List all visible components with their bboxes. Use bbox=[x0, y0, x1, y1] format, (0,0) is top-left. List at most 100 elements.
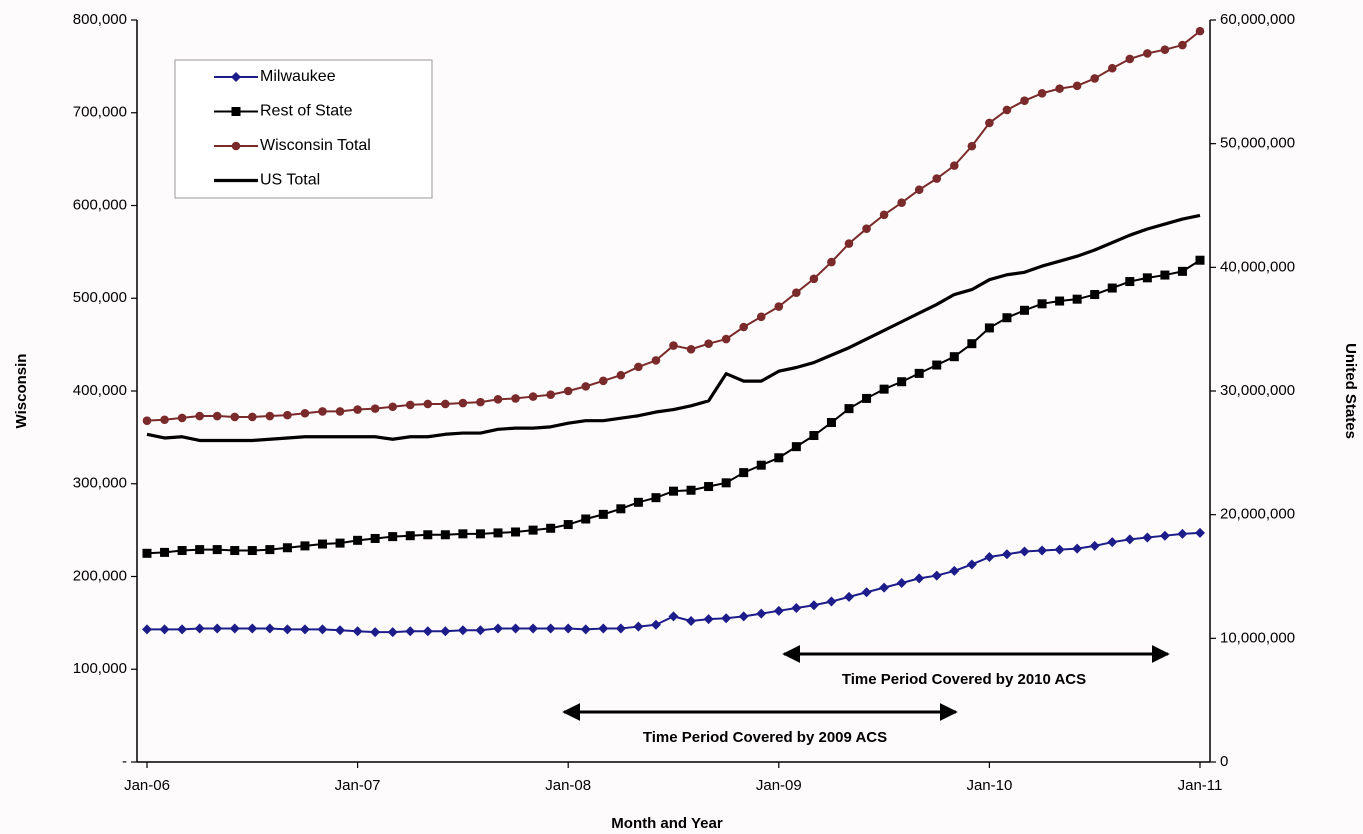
legend-box bbox=[174, 59, 433, 199]
series-line bbox=[146, 213, 1201, 443]
point bbox=[844, 404, 854, 414]
point bbox=[212, 545, 222, 555]
point bbox=[792, 288, 801, 297]
point bbox=[985, 118, 994, 128]
point bbox=[265, 411, 275, 421]
point bbox=[1177, 266, 1187, 276]
point bbox=[668, 611, 679, 622]
point bbox=[1142, 532, 1153, 543]
point bbox=[528, 525, 538, 535]
legend-label: US Total bbox=[260, 172, 320, 189]
point bbox=[844, 239, 854, 248]
point bbox=[1037, 299, 1047, 309]
point bbox=[335, 538, 345, 548]
point bbox=[1159, 530, 1170, 541]
point bbox=[405, 400, 415, 410]
point bbox=[265, 545, 275, 555]
y2-tick-label: 30,000,000 bbox=[1220, 382, 1295, 399]
point bbox=[686, 616, 697, 627]
point bbox=[440, 530, 450, 540]
point bbox=[247, 546, 257, 556]
point bbox=[1001, 549, 1012, 560]
point bbox=[773, 605, 784, 616]
point bbox=[599, 376, 608, 386]
point bbox=[318, 539, 327, 549]
legend-label: Wisconsin Total bbox=[260, 137, 371, 154]
point bbox=[546, 390, 555, 400]
point bbox=[423, 399, 433, 409]
point bbox=[546, 523, 556, 533]
point bbox=[738, 611, 749, 622]
point bbox=[195, 411, 204, 421]
point bbox=[1089, 540, 1100, 551]
point bbox=[247, 623, 258, 634]
point bbox=[493, 528, 503, 538]
y-tick-label: 400,000 bbox=[73, 382, 127, 399]
legend-label: Rest of State bbox=[260, 103, 353, 120]
point bbox=[808, 600, 819, 611]
point bbox=[563, 386, 573, 396]
point bbox=[774, 302, 784, 311]
point bbox=[826, 596, 837, 607]
point bbox=[861, 587, 872, 598]
point bbox=[809, 274, 819, 284]
point bbox=[633, 621, 644, 632]
y-tick-label: 600,000 bbox=[73, 196, 127, 213]
point bbox=[370, 404, 380, 413]
point bbox=[879, 582, 890, 593]
point bbox=[142, 548, 152, 558]
point bbox=[879, 384, 889, 394]
point bbox=[1072, 543, 1083, 554]
point bbox=[651, 493, 661, 503]
point bbox=[669, 486, 678, 496]
point bbox=[897, 198, 906, 208]
point bbox=[299, 624, 310, 635]
point bbox=[616, 370, 626, 380]
point bbox=[1125, 277, 1135, 287]
point bbox=[160, 547, 170, 557]
y-tick-label: 100,000 bbox=[73, 660, 127, 677]
point bbox=[405, 626, 416, 637]
x-tick-label: Jan-07 bbox=[335, 777, 381, 794]
point bbox=[563, 623, 574, 634]
point bbox=[651, 356, 661, 365]
point bbox=[949, 565, 960, 576]
point bbox=[422, 626, 433, 637]
point bbox=[756, 460, 766, 470]
point bbox=[264, 623, 275, 634]
point bbox=[1037, 545, 1048, 556]
point bbox=[932, 174, 942, 183]
point bbox=[1107, 63, 1117, 73]
point bbox=[1178, 40, 1187, 50]
point bbox=[353, 405, 362, 414]
y-tick-label: 700,000 bbox=[73, 104, 127, 121]
point bbox=[1143, 49, 1152, 58]
y2-tick-label: 10,000,000 bbox=[1220, 629, 1295, 646]
point bbox=[230, 412, 240, 422]
point bbox=[528, 623, 539, 634]
point bbox=[686, 485, 696, 495]
point bbox=[1072, 81, 1082, 91]
point bbox=[1054, 544, 1065, 555]
point bbox=[615, 623, 626, 634]
x-tick-label: Jan-09 bbox=[756, 777, 802, 794]
point bbox=[177, 413, 187, 423]
point bbox=[388, 532, 398, 542]
point bbox=[1090, 74, 1099, 83]
point bbox=[457, 625, 468, 636]
point bbox=[949, 352, 959, 362]
point bbox=[704, 482, 714, 492]
point bbox=[581, 382, 591, 391]
point bbox=[931, 570, 942, 581]
point bbox=[791, 603, 802, 614]
point bbox=[703, 614, 714, 625]
point bbox=[229, 623, 240, 634]
point bbox=[1002, 105, 1012, 115]
y2-tick-label: 20,000,000 bbox=[1220, 506, 1295, 523]
point bbox=[914, 368, 924, 378]
point bbox=[739, 322, 748, 332]
point bbox=[248, 412, 257, 422]
point bbox=[791, 442, 801, 452]
point bbox=[142, 416, 152, 425]
x-tick-label: Jan-06 bbox=[124, 777, 170, 794]
